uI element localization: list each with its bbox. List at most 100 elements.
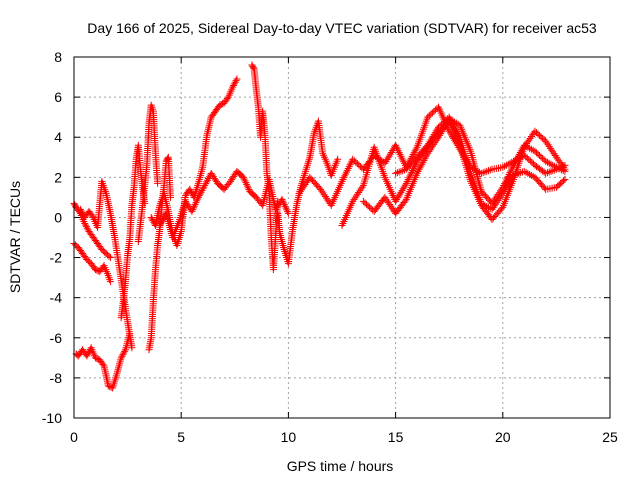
data-point [490,202,498,210]
data-point [409,151,417,159]
axis-ticks: 0 5 10 15 20 25 -10 -8 -6 -4 -2 0 2 4 6 8 [42,49,618,445]
data-point [540,184,548,192]
data-point [437,130,445,138]
data-point [334,155,342,163]
data-point [536,152,544,160]
data-point [393,196,401,204]
data-point [522,142,530,150]
data-point [503,182,511,190]
data-point [83,224,91,232]
data-point [546,144,554,152]
data-point [542,169,550,177]
data-point [383,156,391,164]
series-arc-12 [295,103,569,209]
data-point [434,133,442,141]
data-point [186,185,194,193]
data-point [363,200,371,208]
data-point [438,128,446,136]
data-point [83,352,91,360]
data-point [447,117,455,125]
y-tick-label: -2 [50,250,63,266]
data-point [154,179,162,187]
data-point [547,160,555,168]
data-point [524,143,532,151]
data-point [545,143,553,151]
data-point [232,77,240,85]
data-point [395,168,403,176]
data-point [295,189,303,197]
data-point [426,138,434,146]
data-point [382,195,390,203]
data-point [430,107,438,115]
y-tick-label: 8 [54,49,62,65]
data-point [525,156,533,164]
data-point [318,187,326,195]
data-point [455,131,463,139]
data-point [556,165,564,173]
data-point [500,188,508,196]
data-point [421,155,429,163]
data-point [147,213,155,221]
data-point [498,191,506,199]
data-point [448,119,456,127]
data-point [386,201,394,209]
data-point [543,158,551,166]
data-point [537,153,545,161]
data-point [280,199,288,207]
data-point [499,189,507,197]
data-point [544,141,552,149]
data-point [501,162,509,170]
data-point [274,197,282,205]
data-point [81,219,89,227]
data-point [417,162,425,170]
data-point [511,171,519,179]
data-point [534,150,542,158]
data-point [545,168,553,176]
grid-lines [74,57,610,418]
data-point [425,147,433,155]
data-point [242,179,250,187]
data-point [425,112,433,120]
data-point [450,122,458,130]
data-point [537,133,545,141]
data-point [438,120,446,128]
data-point [192,199,200,207]
data-point [505,179,513,187]
y-tick-label: -10 [42,410,62,426]
data-point [217,100,225,108]
data-point [401,197,409,205]
data-point [524,169,532,177]
data-point [489,204,497,212]
series-arc-5 [117,141,149,322]
data-point [387,202,395,210]
data-point [477,199,485,207]
data-point [382,157,390,165]
data-point [510,171,518,179]
data-point [355,188,363,196]
data-point [492,200,500,208]
data-point [502,184,510,192]
data-point [230,81,238,89]
data-point [244,184,252,192]
data-point [319,189,327,197]
data-point [439,126,447,134]
data-series [70,61,569,392]
data-point [545,159,553,167]
data-point [430,130,438,138]
data-point [249,64,257,72]
data-point [552,163,560,171]
data-point [191,200,199,208]
data-point [440,124,448,132]
series-arc-10 [248,61,282,274]
data-point [561,167,569,175]
data-point [412,145,420,153]
data-point [527,171,535,179]
data-point [517,147,525,155]
data-point [106,383,114,391]
data-point [449,120,457,128]
data-point [91,266,99,274]
data-point [495,195,503,203]
data-point [429,132,437,140]
data-point [539,134,547,142]
